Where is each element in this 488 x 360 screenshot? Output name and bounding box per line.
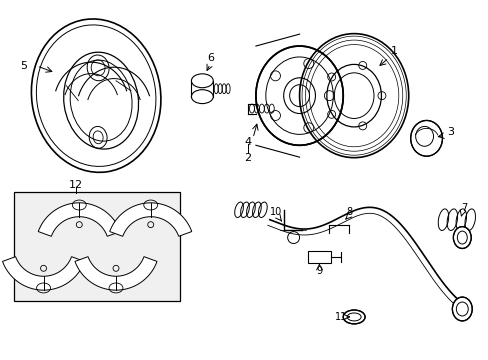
Bar: [14, 192, 180, 301]
Text: 9: 9: [316, 266, 322, 276]
Ellipse shape: [452, 227, 470, 248]
Text: 3: 3: [446, 127, 453, 138]
Ellipse shape: [255, 46, 343, 145]
Text: 8: 8: [346, 207, 351, 217]
Text: 10: 10: [269, 207, 281, 217]
Ellipse shape: [343, 310, 365, 324]
Polygon shape: [75, 257, 157, 290]
Polygon shape: [38, 203, 120, 236]
Ellipse shape: [451, 297, 471, 321]
Ellipse shape: [410, 121, 442, 156]
Text: 4: 4: [244, 137, 251, 147]
Text: 6: 6: [206, 53, 213, 63]
Text: 7: 7: [460, 203, 467, 213]
Text: 11: 11: [334, 312, 346, 322]
Text: 12: 12: [69, 180, 83, 190]
Text: 1: 1: [389, 46, 397, 56]
Bar: [307, 251, 331, 264]
Text: 5: 5: [20, 61, 27, 71]
Text: 2: 2: [244, 153, 251, 163]
Polygon shape: [109, 203, 191, 236]
Polygon shape: [2, 257, 84, 290]
